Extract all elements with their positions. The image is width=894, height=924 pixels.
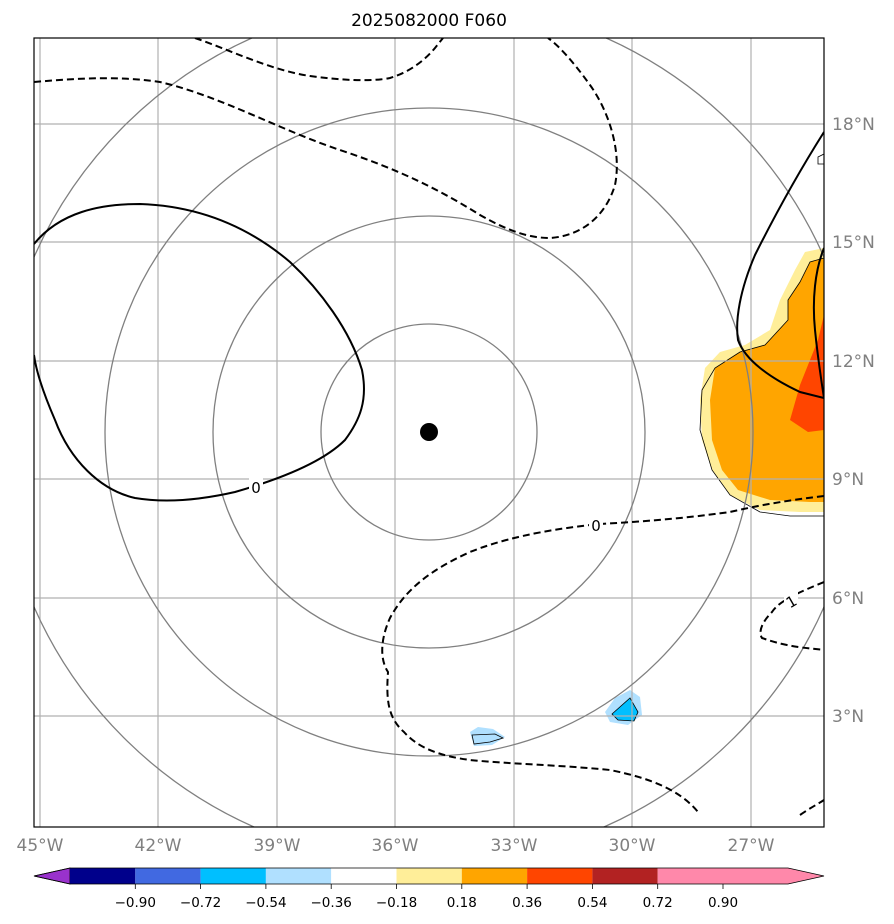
- contour-label: 0: [591, 517, 601, 535]
- lon-label: 33°W: [491, 836, 538, 856]
- solid-contours: [34, 131, 824, 502]
- colorbar: −0.90 −0.72 −0.54 −0.36 −0.18 0.18 0.36 …: [33, 867, 825, 911]
- colorbar-segment: [592, 868, 658, 884]
- colorbar-tick-label: 0.54: [577, 895, 607, 911]
- lon-label: 36°W: [372, 836, 419, 856]
- colorbar-segment: [135, 868, 201, 884]
- lon-label: 42°W: [135, 836, 182, 856]
- lon-label: 27°W: [728, 836, 775, 856]
- graticule: [34, 38, 824, 827]
- map-border: [33, 37, 825, 828]
- lat-label: 18°N: [832, 115, 875, 135]
- colorbar-segment: [657, 868, 723, 884]
- colorbar-segment: [70, 868, 136, 884]
- latitude-labels: 18°N 15°N 12°N 9°N 6°N 3°N: [832, 115, 875, 727]
- colorbar-tick-label: −0.54: [245, 895, 286, 911]
- lon-label: 39°W: [254, 836, 301, 856]
- colorbar-segment: [200, 868, 266, 884]
- lon-label: 45°W: [17, 836, 64, 856]
- longitude-labels: 45°W 42°W 39°W 36°W 33°W 30°W 27°W: [17, 836, 775, 856]
- lat-label: 6°N: [832, 589, 864, 609]
- lon-label: 30°W: [609, 836, 656, 856]
- colorbar-tick-label: −0.72: [180, 895, 221, 911]
- colorbar-tick-label: 0.72: [643, 895, 673, 911]
- colorbar-tick-label: −0.36: [311, 895, 352, 911]
- colorbar-tick-label: −0.18: [376, 895, 417, 911]
- lat-label: 15°N: [832, 233, 875, 253]
- map-content: 0 0 1: [34, 38, 824, 827]
- colorbar-tick-label: 0.36: [512, 895, 542, 911]
- figure-title: 2025082000 F060: [351, 11, 507, 31]
- colorbar-segment: [527, 868, 593, 884]
- colorbar-tick-label: 0.18: [447, 895, 477, 911]
- colorbar-extension-high: [723, 868, 824, 884]
- contour-label: 0: [251, 479, 261, 497]
- colorbar-tick-label: −0.90: [115, 895, 156, 911]
- lat-label: 9°N: [832, 470, 864, 490]
- lat-label: 12°N: [832, 352, 875, 372]
- range-rings: [34, 38, 824, 827]
- lat-label: 3°N: [832, 707, 864, 727]
- colorbar-tick-label: 0.90: [708, 895, 738, 911]
- colorbar-segment: [331, 868, 397, 884]
- colorbar-extension-low: [33, 867, 71, 885]
- colorbar-segment: [265, 868, 332, 884]
- storm-center-marker: [420, 423, 438, 441]
- colorbar-segment: [461, 868, 528, 884]
- colorbar-segment: [396, 868, 462, 884]
- shaded-field-positive: [699, 248, 824, 517]
